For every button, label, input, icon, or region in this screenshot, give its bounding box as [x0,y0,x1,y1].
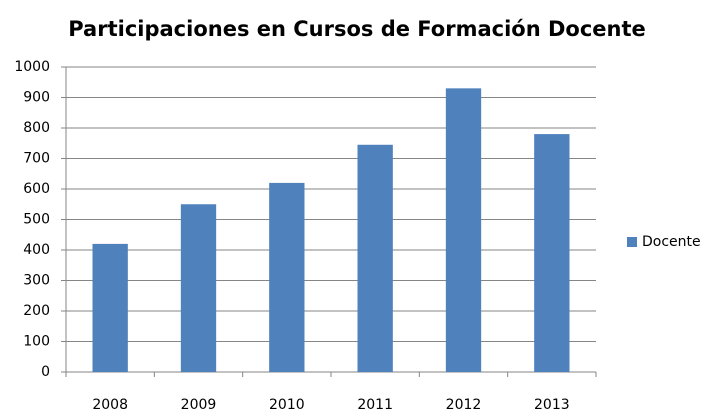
y-tick-label: 600 [23,181,50,197]
y-tick-label: 1000 [14,59,50,75]
y-tick-label: 100 [23,334,50,350]
y-tick-label: 0 [41,364,50,380]
chart-title: Participaciones en Cursos de Formación D… [68,17,646,41]
x-tick-label: 2010 [269,397,305,412]
bar [534,134,570,372]
bar [92,243,128,372]
x-tick-label: 2009 [181,397,217,412]
x-tick-label: 2012 [446,397,482,412]
bar [357,144,393,372]
x-tick-label: 2013 [534,397,570,412]
y-tick-label: 500 [23,212,50,228]
y-tick-label: 400 [23,242,50,258]
x-tick-label: 2008 [92,397,128,412]
y-tick-label: 300 [23,273,50,289]
y-tick-label: 200 [23,303,50,319]
x-tick-label: 2011 [357,397,393,412]
legend-swatch [627,237,637,247]
y-tick-label: 800 [23,120,50,136]
y-tick-label: 900 [23,90,50,106]
bar [180,204,217,372]
legend-label: Docente [642,234,701,250]
y-tick-label: 700 [23,151,50,167]
bar [269,182,305,372]
bar [445,88,482,372]
